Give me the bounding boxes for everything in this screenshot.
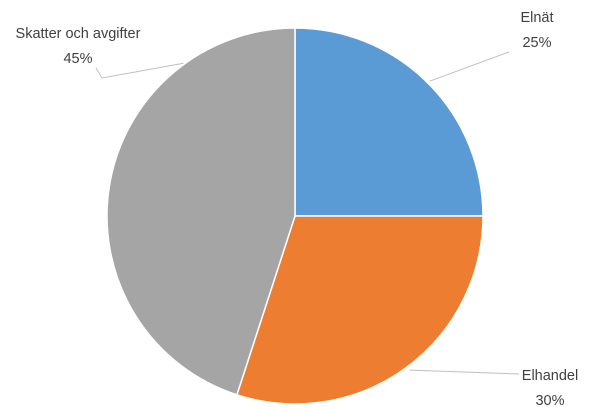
data-labels: Elnät 25% Elhandel 30% Skatter och avgifter 4… bbox=[16, 10, 579, 407]
leader-line bbox=[409, 369, 520, 375]
pie-slice-skatter-och-avgifter bbox=[106, 27, 296, 396]
data-label-value: 30% bbox=[535, 393, 564, 407]
pie-slice-eln-t bbox=[294, 27, 484, 217]
leader-lines bbox=[95, 51, 520, 375]
pie-slices bbox=[106, 27, 484, 405]
leader-line bbox=[429, 51, 510, 82]
data-label-category: Skatter och avgifter bbox=[16, 26, 141, 42]
pie-slice-elhandel bbox=[235, 215, 484, 405]
data-label-value: 45% bbox=[63, 51, 92, 67]
data-label-category: Elhandel bbox=[522, 368, 578, 384]
data-label-category: Elnät bbox=[520, 10, 553, 26]
data-label-value: 25% bbox=[522, 35, 551, 51]
leader-line bbox=[95, 62, 184, 79]
